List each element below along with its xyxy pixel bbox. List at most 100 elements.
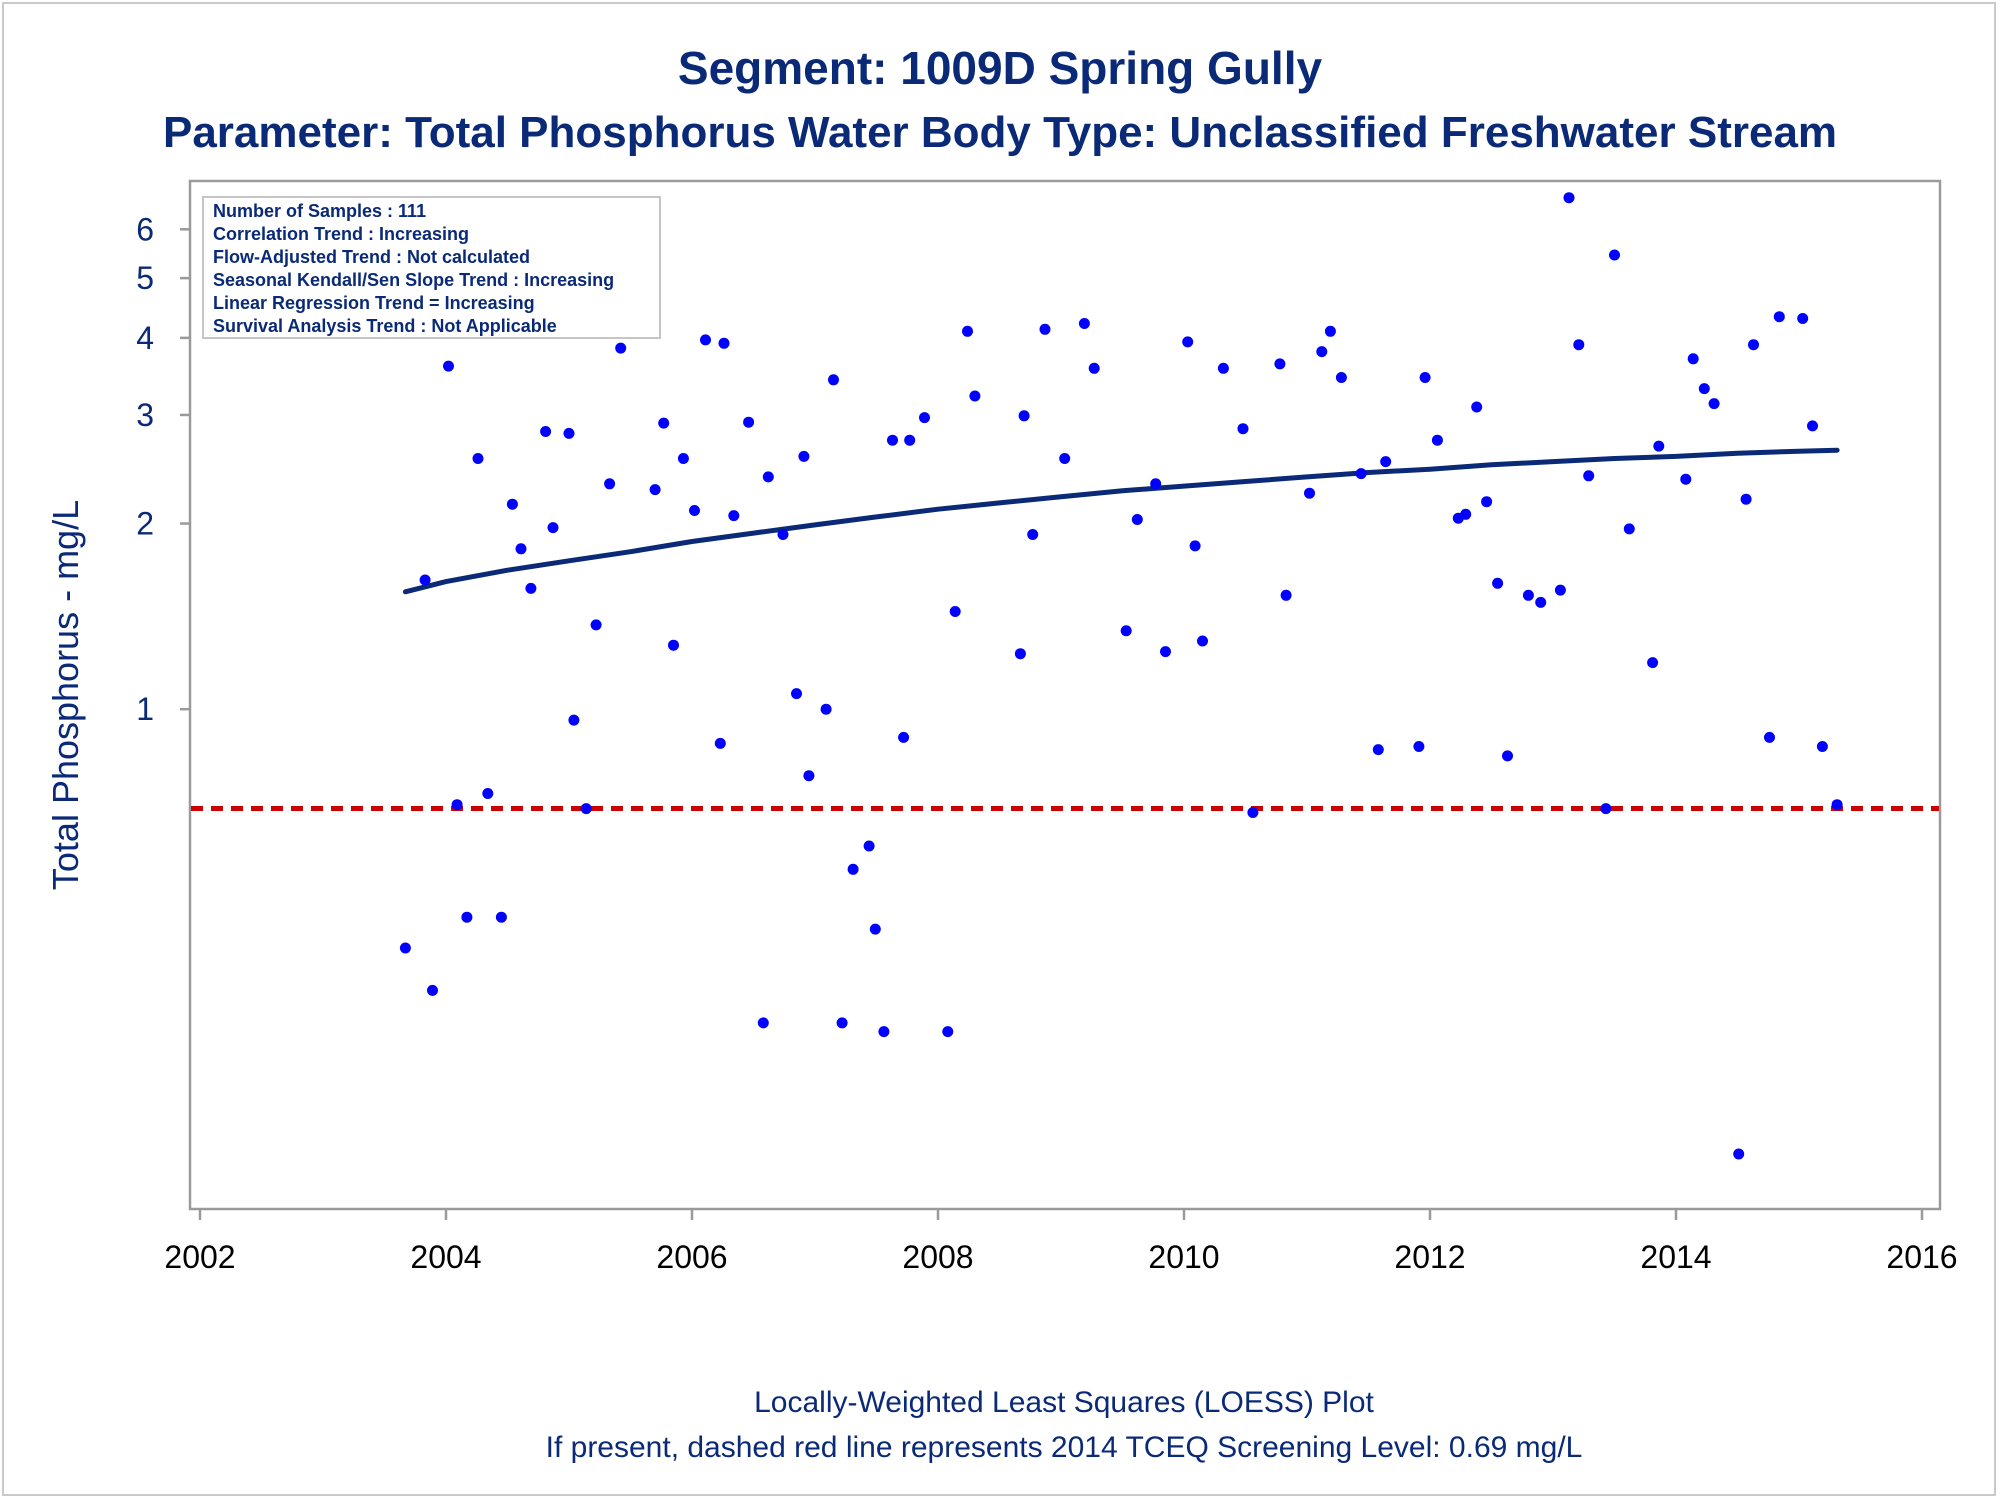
data-point bbox=[1481, 496, 1493, 508]
stats-line: Seasonal Kendall/Sen Slope Trend : Incre… bbox=[213, 270, 614, 290]
data-point bbox=[1708, 398, 1720, 410]
data-point bbox=[798, 450, 810, 462]
footnote-screening: If present, dashed red line represents 2… bbox=[546, 1431, 1583, 1464]
data-point bbox=[1088, 362, 1100, 374]
data-point bbox=[1680, 473, 1692, 485]
data-point bbox=[1014, 648, 1026, 660]
stats-line: Number of Samples : 111 bbox=[213, 201, 426, 221]
data-point bbox=[1182, 336, 1194, 348]
data-point bbox=[869, 923, 881, 935]
data-point bbox=[495, 911, 507, 923]
data-point bbox=[904, 434, 916, 446]
x-tick-label: 2012 bbox=[1394, 1239, 1465, 1275]
data-point bbox=[1372, 744, 1384, 756]
data-point bbox=[427, 984, 438, 996]
data-point bbox=[1280, 589, 1292, 601]
data-point bbox=[1492, 577, 1504, 589]
data-point bbox=[689, 505, 700, 516]
chart-subtitle: Parameter: Total Phosphorus Water Body T… bbox=[163, 108, 1837, 157]
data-point bbox=[1078, 318, 1090, 329]
y-axis: 1 2 3 4 5 6 bbox=[136, 211, 190, 727]
data-point bbox=[1027, 529, 1039, 540]
data-point bbox=[1431, 434, 1443, 446]
y-tick-label: 3 bbox=[136, 397, 154, 433]
data-point bbox=[878, 1026, 890, 1038]
data-point bbox=[590, 619, 602, 631]
data-point bbox=[898, 731, 910, 743]
data-point bbox=[1335, 372, 1347, 383]
data-point bbox=[743, 416, 755, 428]
data-point bbox=[482, 788, 494, 799]
data-point bbox=[1355, 468, 1367, 480]
y-axis-label: Total Phosphorus - mg/L bbox=[45, 500, 86, 890]
data-point bbox=[649, 484, 661, 496]
y-tick-label: 6 bbox=[136, 211, 154, 247]
data-point bbox=[700, 334, 711, 346]
data-point bbox=[568, 714, 580, 726]
data-point bbox=[962, 325, 973, 337]
data-point bbox=[1189, 540, 1201, 552]
loess-line bbox=[402, 447, 1840, 595]
data-point bbox=[1535, 596, 1547, 608]
data-point bbox=[1748, 339, 1759, 351]
data-point bbox=[515, 543, 527, 555]
data-point bbox=[1039, 323, 1051, 335]
stats-line: Linear Regression Trend = Increasing bbox=[213, 293, 535, 313]
data-point bbox=[451, 799, 463, 811]
data-point bbox=[1740, 493, 1752, 505]
x-tick-label: 2006 bbox=[656, 1239, 727, 1275]
data-point bbox=[762, 471, 774, 483]
data-point bbox=[820, 703, 832, 715]
y-tick-label: 2 bbox=[136, 506, 154, 542]
data-point bbox=[969, 390, 981, 402]
data-point bbox=[803, 770, 815, 782]
plot-area bbox=[188, 179, 1942, 1211]
stats-line: Survival Analysis Trend : Not Applicable bbox=[213, 316, 557, 336]
data-point bbox=[1573, 339, 1585, 351]
data-point bbox=[658, 417, 670, 429]
stats-line: Flow-Adjusted Trend : Not calculated bbox=[213, 247, 530, 267]
data-point bbox=[1623, 523, 1635, 535]
data-point bbox=[1471, 401, 1483, 413]
stats-box: Number of Samples : 111 Correlation Tren… bbox=[202, 196, 661, 339]
data-point bbox=[443, 360, 454, 372]
data-point bbox=[1773, 311, 1785, 323]
data-point bbox=[668, 639, 679, 651]
data-point bbox=[1653, 440, 1665, 452]
data-point bbox=[847, 863, 859, 875]
data-point bbox=[728, 510, 740, 522]
data-point bbox=[887, 434, 898, 446]
x-tick-label: 2008 bbox=[902, 1239, 973, 1275]
data-point bbox=[757, 1017, 769, 1029]
y-tick-label: 1 bbox=[136, 691, 154, 727]
data-point bbox=[1807, 420, 1818, 432]
data-point bbox=[777, 529, 789, 540]
data-point bbox=[1831, 799, 1843, 811]
footnote-loess: Locally-Weighted Least Squares (LOESS) P… bbox=[754, 1386, 1374, 1419]
data-point bbox=[1150, 478, 1162, 490]
y-tick-label: 5 bbox=[136, 260, 154, 296]
data-point bbox=[1018, 410, 1030, 422]
data-point bbox=[1502, 750, 1513, 762]
data-point bbox=[1647, 657, 1659, 669]
data-point bbox=[1583, 470, 1595, 482]
stats-line: Correlation Trend : Increasing bbox=[213, 224, 469, 244]
data-point bbox=[1563, 192, 1575, 204]
data-point bbox=[1554, 584, 1566, 596]
x-tick-label: 2016 bbox=[1886, 1239, 1957, 1275]
data-point bbox=[863, 840, 875, 852]
data-point bbox=[1131, 514, 1143, 525]
data-point bbox=[399, 942, 411, 954]
stats-box-frame bbox=[202, 196, 661, 339]
data-point bbox=[472, 453, 484, 464]
data-point bbox=[1733, 1148, 1745, 1160]
data-point bbox=[714, 737, 726, 749]
data-point bbox=[1698, 383, 1710, 395]
data-point bbox=[942, 1026, 954, 1038]
chart-title: Segment: 1009D Spring Gully bbox=[678, 42, 1323, 94]
data-point bbox=[1764, 731, 1775, 743]
loess-layer bbox=[402, 447, 1840, 595]
data-point bbox=[419, 574, 431, 586]
data-point bbox=[1687, 353, 1699, 365]
